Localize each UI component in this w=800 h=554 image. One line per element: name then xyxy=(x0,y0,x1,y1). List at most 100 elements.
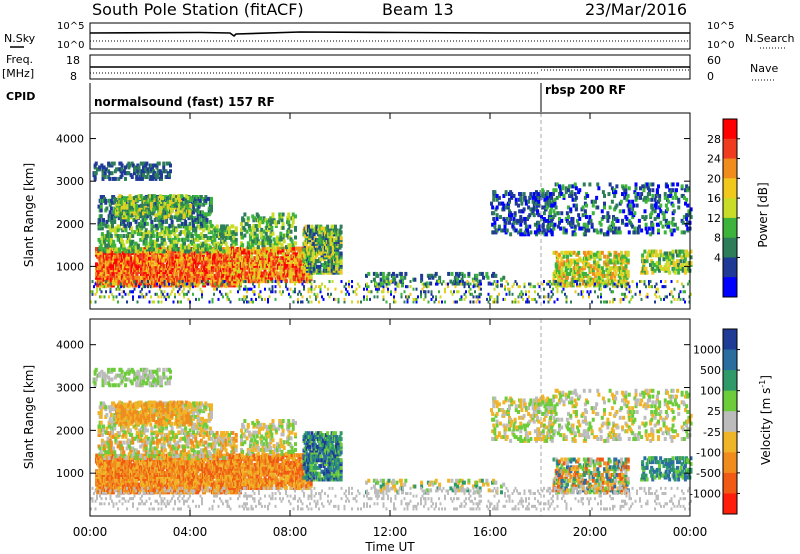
power-cell xyxy=(425,281,429,286)
power-cell xyxy=(110,161,114,166)
power-cell xyxy=(532,213,536,218)
power-cell xyxy=(171,228,175,233)
power-cell xyxy=(508,220,511,225)
power-cell xyxy=(231,224,235,229)
power-cell xyxy=(130,174,134,179)
power-cell xyxy=(523,216,527,221)
power-cell xyxy=(505,228,509,233)
power-cell xyxy=(328,255,332,260)
power-cell xyxy=(189,212,193,217)
power-cell xyxy=(139,237,143,242)
power-cell xyxy=(144,239,148,244)
power-cell xyxy=(335,264,339,269)
power-cell xyxy=(594,199,597,204)
power-cell xyxy=(573,260,577,265)
power-cell xyxy=(413,277,417,282)
power-cell xyxy=(98,226,102,231)
power-cell xyxy=(602,273,605,278)
power-cell xyxy=(372,271,376,276)
power-cell xyxy=(613,193,617,198)
power-cell xyxy=(605,215,609,220)
power-cell xyxy=(184,245,188,250)
power-cell xyxy=(123,218,127,223)
power-cell xyxy=(274,260,278,264)
power-cell xyxy=(570,193,574,198)
power-cell xyxy=(570,190,574,195)
power-cell xyxy=(97,252,101,257)
power-cell xyxy=(393,277,397,282)
power-cell xyxy=(118,249,122,254)
power-cell xyxy=(585,215,588,220)
power-cell xyxy=(504,220,508,225)
power-cell xyxy=(269,239,273,244)
power-cell xyxy=(176,234,180,239)
power-cell xyxy=(204,195,208,200)
power-cell xyxy=(644,199,648,204)
power-cell xyxy=(199,195,203,200)
power-cell xyxy=(108,176,112,181)
power-cell xyxy=(163,201,167,206)
power-cell xyxy=(558,266,562,271)
power-cell xyxy=(262,229,266,234)
power-cell xyxy=(156,226,159,231)
power-cell xyxy=(289,243,293,248)
power-cell xyxy=(124,249,128,254)
power-cell xyxy=(318,264,322,269)
power-cell xyxy=(606,230,610,235)
power-cell xyxy=(615,184,619,189)
power-cell xyxy=(198,198,202,203)
mhz-label: [MHz] xyxy=(2,67,34,80)
power-cell xyxy=(271,212,275,217)
power-cell xyxy=(206,247,210,252)
power-cell xyxy=(579,258,583,263)
power-cell xyxy=(114,230,118,235)
power-cell xyxy=(561,184,565,189)
power-cell xyxy=(145,221,149,226)
power-cell xyxy=(323,268,327,273)
power-cell xyxy=(208,245,212,250)
power-cell xyxy=(205,224,209,229)
power-cell xyxy=(608,252,612,257)
power-cell xyxy=(618,230,622,235)
power-cell xyxy=(601,190,605,195)
power-cell xyxy=(537,213,541,218)
power-cell xyxy=(609,228,613,233)
power-cell xyxy=(529,207,533,212)
power-cell xyxy=(140,169,144,174)
power-cell xyxy=(161,245,165,250)
power-cell xyxy=(589,264,593,269)
power-cell xyxy=(118,207,122,212)
power-cell xyxy=(379,271,383,276)
power-cell xyxy=(199,221,203,226)
power-cell xyxy=(190,234,194,239)
power-cell xyxy=(596,260,600,265)
power-cell xyxy=(529,192,533,197)
power-cell xyxy=(588,215,592,220)
power-cell xyxy=(560,250,564,255)
power-cell xyxy=(199,232,203,237)
power-cell xyxy=(176,218,180,223)
power-cell xyxy=(606,275,610,280)
power-cell xyxy=(475,277,479,282)
power-cell xyxy=(570,260,574,265)
power-cell xyxy=(294,214,297,219)
power-cell xyxy=(129,275,133,280)
power-cell xyxy=(455,271,458,276)
power-cell xyxy=(307,224,310,229)
power-cell xyxy=(381,271,385,276)
power-cell xyxy=(326,224,330,229)
power-cell xyxy=(188,273,192,278)
power-cell xyxy=(148,200,152,205)
power-cell xyxy=(122,277,125,282)
power-cell xyxy=(551,199,555,204)
power-cell xyxy=(582,264,586,269)
power-cell xyxy=(224,232,228,237)
power-cell xyxy=(536,224,540,229)
power-cell xyxy=(270,277,274,282)
power-cell xyxy=(210,275,214,280)
power-cell xyxy=(120,198,124,203)
power-cell xyxy=(158,232,162,237)
power-cell xyxy=(603,201,606,206)
power-cell xyxy=(550,203,554,208)
power-cell xyxy=(460,277,464,282)
